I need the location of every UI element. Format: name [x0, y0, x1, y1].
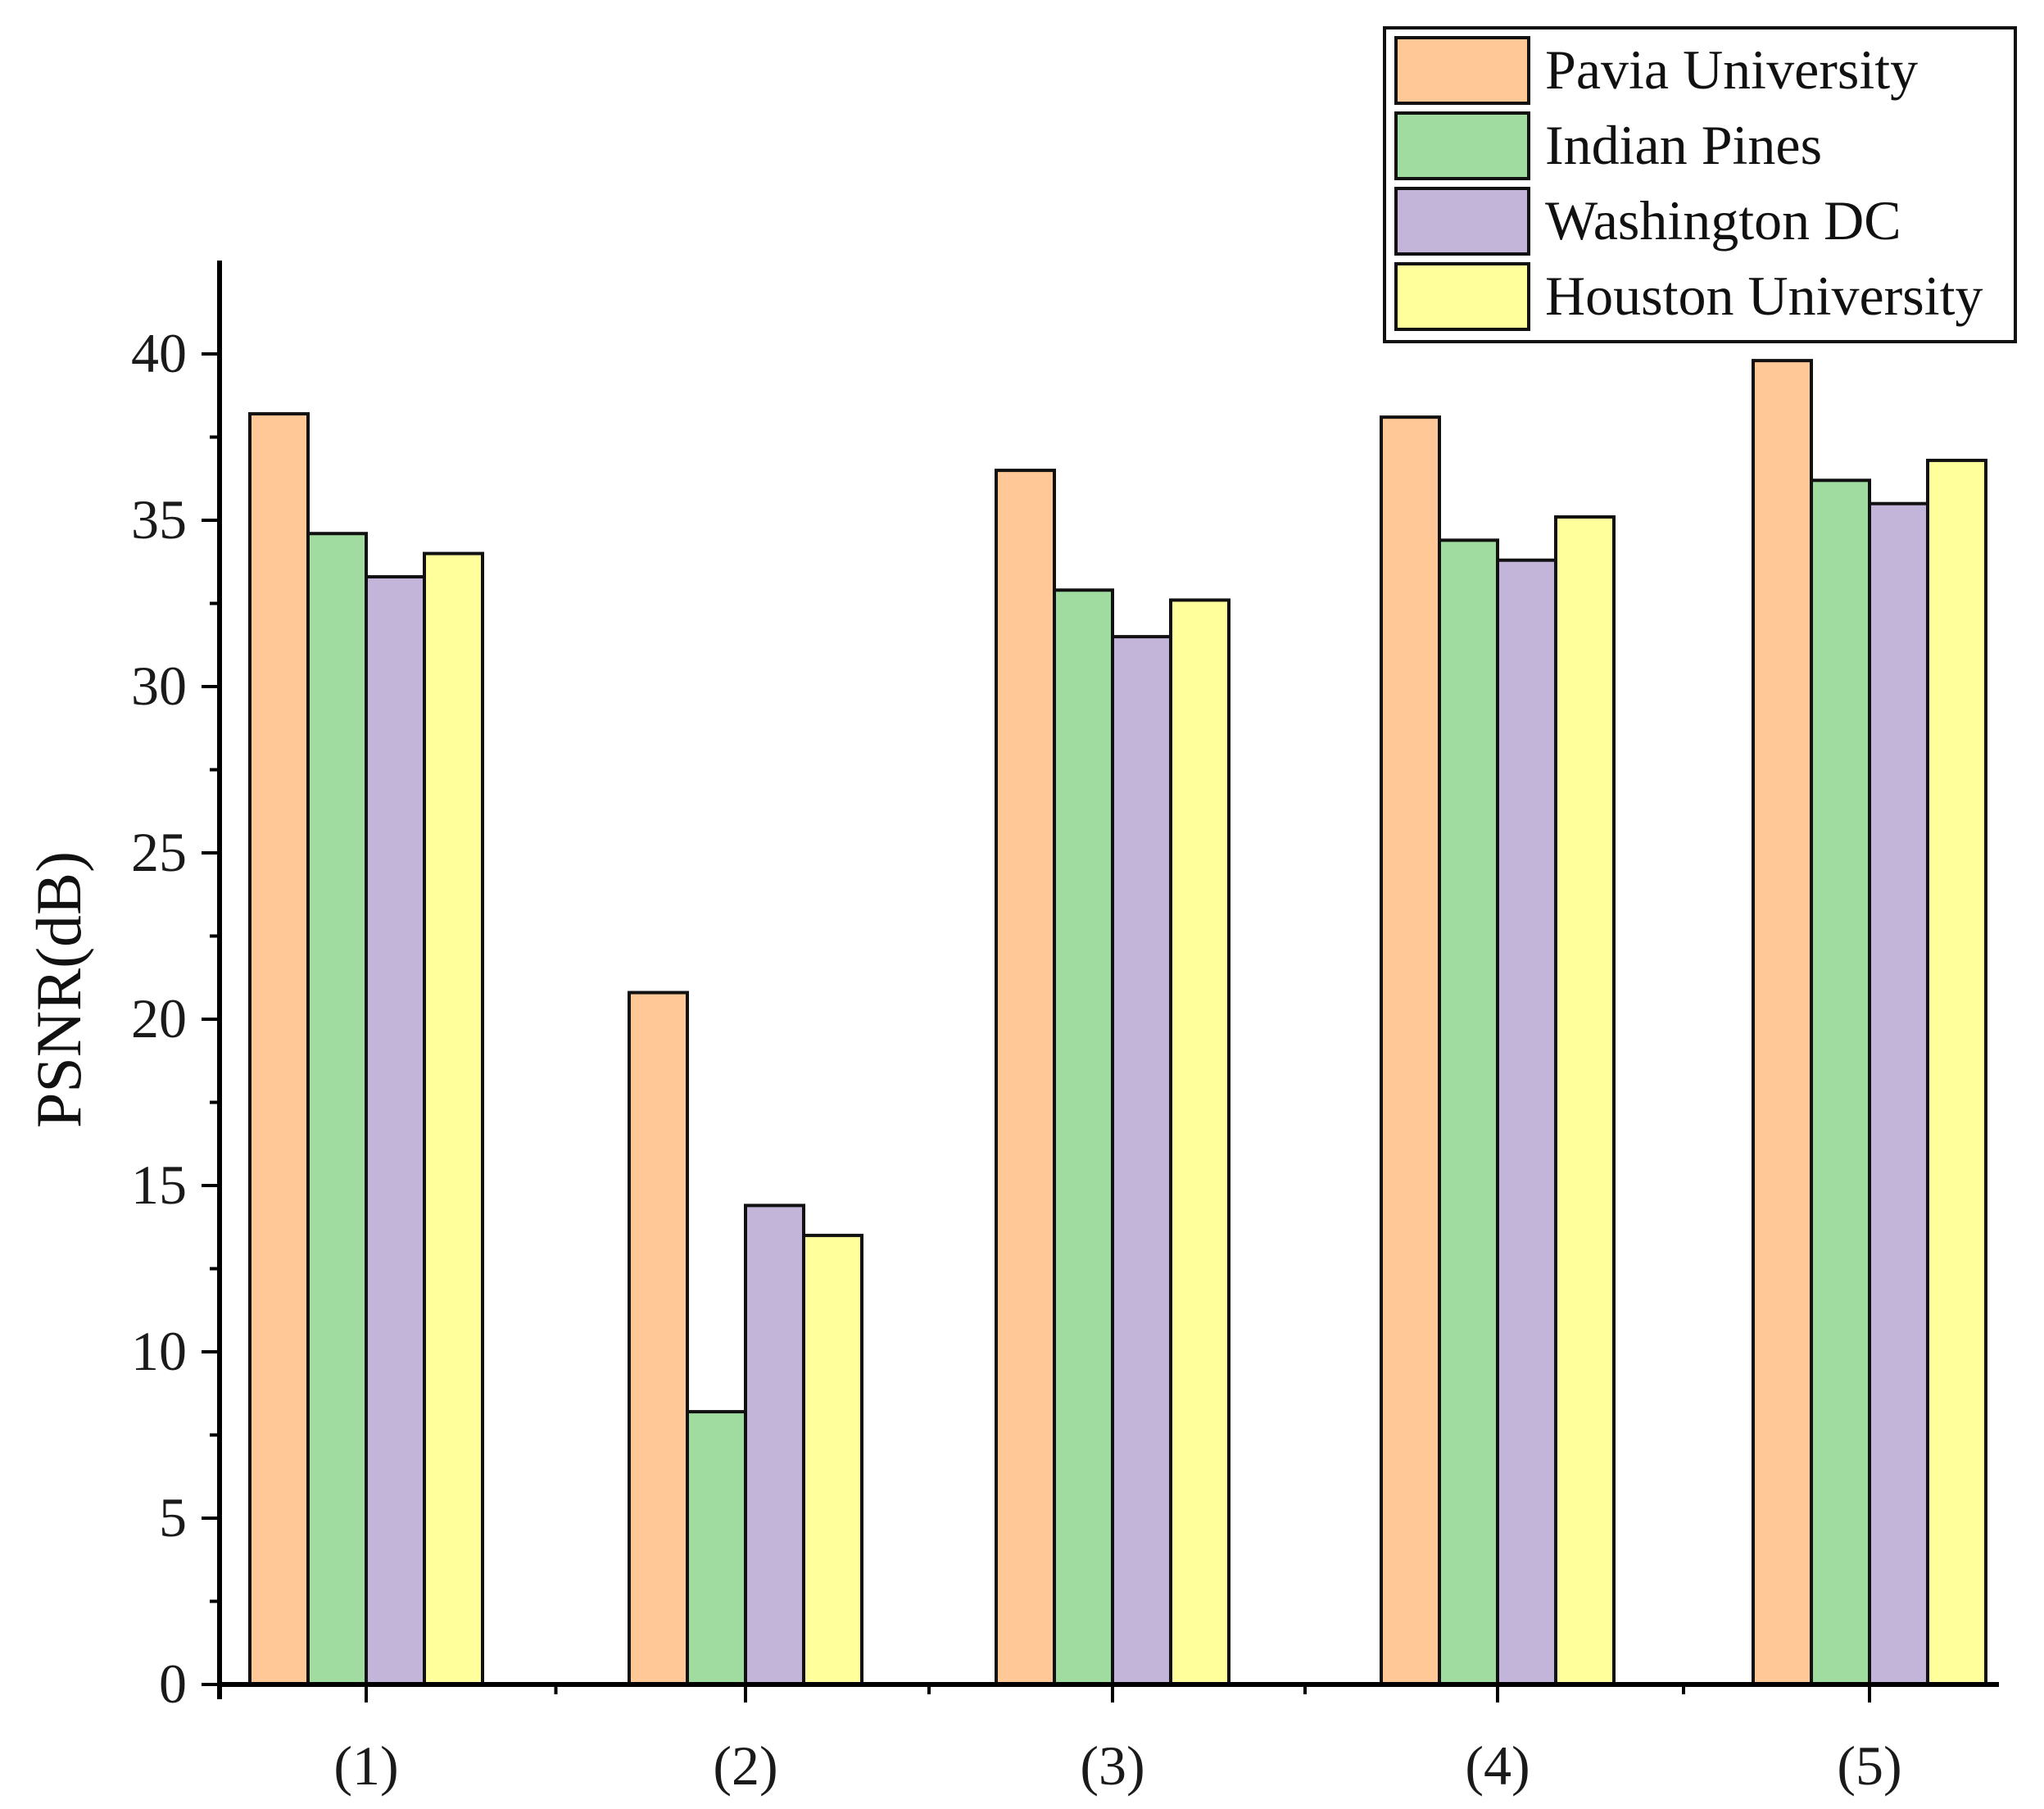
y-tick-label: 30 [131, 655, 187, 717]
legend-swatch-pavia-university [1394, 36, 1530, 105]
legend-label-pavia-university: Pavia University [1545, 39, 1918, 101]
y-axis-title: PSNR(dB) [23, 851, 94, 1128]
bar-pavia-university-4 [1380, 415, 1441, 1686]
bar-washington-dc-5 [1868, 501, 1929, 1687]
axes-group [217, 261, 1999, 1699]
y-tick-label: 20 [131, 987, 187, 1050]
x-tick-label: (2) [713, 1734, 777, 1797]
bar-houston-university-5 [1926, 458, 1987, 1686]
x-tick-label: (5) [1837, 1734, 1901, 1797]
y-tick-label: 10 [131, 1320, 187, 1382]
bar-houston-university-3 [1169, 598, 1230, 1687]
bar-pavia-university-3 [995, 469, 1056, 1686]
bar-washington-dc-1 [365, 575, 426, 1686]
y-ticks: 0 5 10 15 20 25 30 35 40 [131, 322, 220, 1715]
y-tick-label: 40 [131, 322, 187, 384]
bar-pavia-university-5 [1752, 359, 1813, 1686]
bar-pavia-university-1 [248, 412, 310, 1687]
y-tick-label: 25 [131, 821, 187, 883]
y-tick-label: 0 [159, 1653, 187, 1715]
bar-indian-pines-5 [1810, 478, 1871, 1686]
bar-washington-dc-3 [1111, 635, 1172, 1686]
legend-swatch-houston-university [1394, 262, 1530, 331]
bar-washington-dc-2 [744, 1204, 805, 1686]
bar-indian-pines-2 [686, 1410, 747, 1686]
x-ticks: (1) (2) (3) (4) (5) [333, 1684, 1902, 1797]
legend-label-houston-university: Houston University [1545, 265, 1983, 327]
x-tick-label: (4) [1465, 1734, 1530, 1797]
bar-houston-university-4 [1554, 515, 1616, 1687]
legend: Pavia University Indian Pines Washington D… [1383, 26, 2017, 343]
bar-indian-pines-1 [306, 532, 368, 1686]
y-tick-label: 35 [131, 488, 187, 551]
legend-swatch-washington-dc [1394, 187, 1530, 256]
bar-houston-university-1 [423, 551, 484, 1686]
x-tick-label: (3) [1080, 1734, 1144, 1797]
legend-label-washington-dc: Washington DC [1545, 189, 1901, 252]
y-tick-label: 5 [159, 1486, 187, 1548]
x-tick-label: (1) [333, 1734, 398, 1797]
y-tick-label: 15 [131, 1154, 187, 1216]
bar-houston-university-2 [802, 1233, 863, 1686]
legend-label-indian-pines: Indian Pines [1545, 114, 1822, 176]
bar-indian-pines-3 [1053, 588, 1114, 1686]
bar-pavia-university-2 [628, 991, 689, 1686]
legend-swatch-indian-pines [1394, 111, 1530, 180]
bar-washington-dc-4 [1496, 558, 1557, 1686]
bar-indian-pines-4 [1438, 538, 1499, 1686]
bars-group [248, 359, 1987, 1687]
